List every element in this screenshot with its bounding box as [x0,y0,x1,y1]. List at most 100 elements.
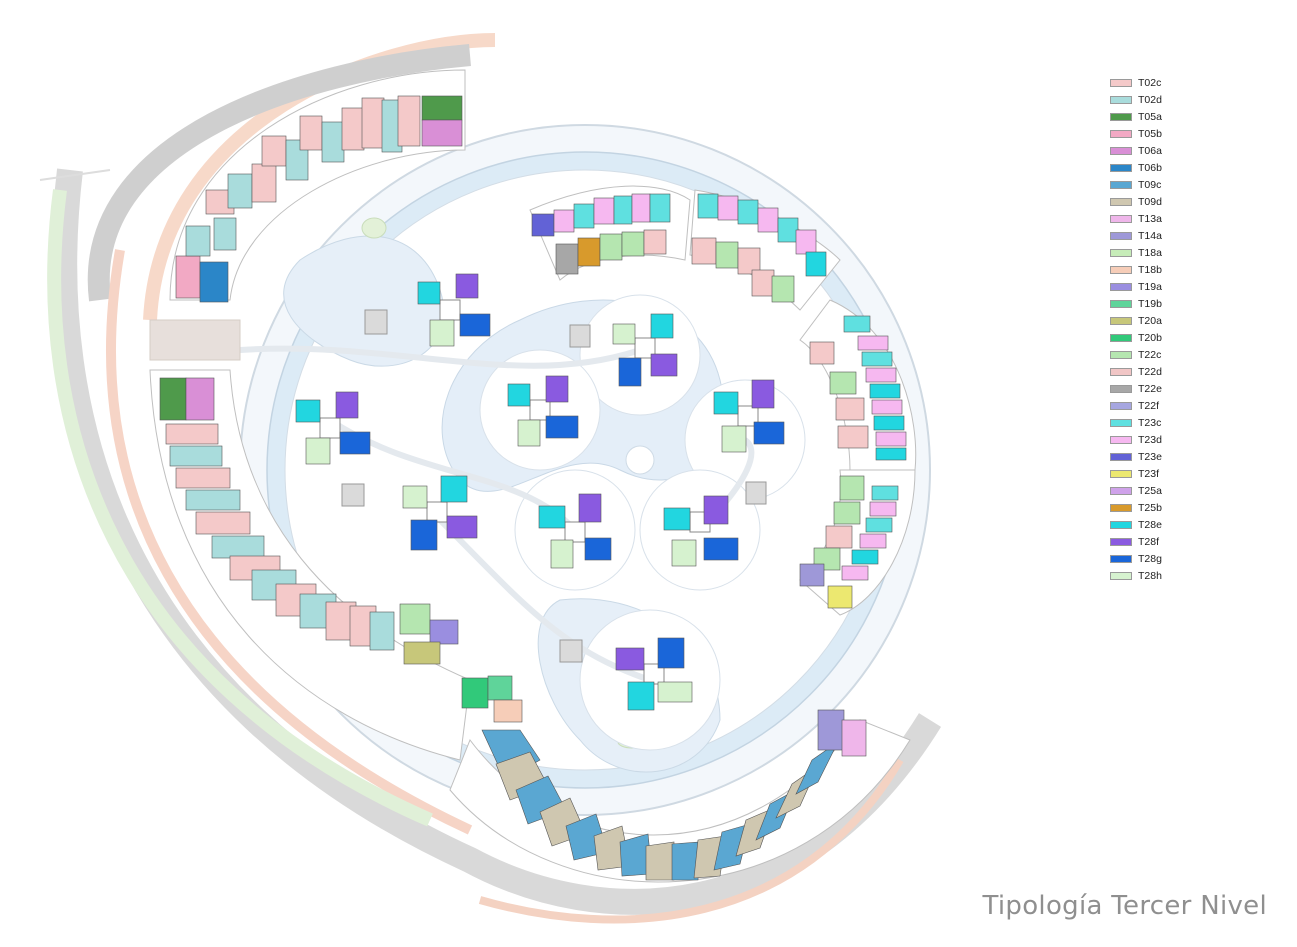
legend-item: T19b [1110,295,1230,312]
legend-swatch [1110,282,1132,291]
legend-item: T28g [1110,550,1230,567]
legend-swatch [1110,214,1132,223]
legend-item: T06a [1110,142,1230,159]
legend-label: T14a [1138,229,1162,242]
legend-label: T25a [1138,484,1162,497]
legend-label: T19b [1138,297,1162,310]
legend-swatch [1110,265,1132,274]
legend-label: T28f [1138,535,1160,548]
legend-item: T22e [1110,380,1230,397]
legend-item: T05b [1110,125,1230,142]
legend-label: T06a [1138,144,1162,157]
legend-label: T22f [1138,399,1160,412]
legend-label: T13a [1138,212,1162,225]
plan-title: Tipología Tercer Nivel [982,891,1267,921]
unit-ring-s [449,709,911,883]
legend-item: T20b [1110,329,1230,346]
legend-label: T22e [1138,382,1162,395]
legend-label: T05a [1138,110,1162,123]
legend-swatch [1110,503,1132,512]
legend-swatch [1110,486,1132,495]
legend-item: T18a [1110,244,1230,261]
legend-item: T14a [1110,227,1230,244]
legend-label: T28g [1138,552,1162,565]
legend-swatch [1110,418,1132,427]
legend-item: T02c [1110,74,1230,91]
legend-swatch [1110,469,1132,478]
legend-label: T25b [1138,501,1162,514]
legend-item: T23e [1110,448,1230,465]
legend-item: T09d [1110,193,1230,210]
unit-ring-sw [149,369,523,761]
service-blocks [341,309,767,663]
legend-swatch [1110,384,1132,393]
legend-label: T09c [1138,178,1162,191]
legend-swatch [1110,95,1132,104]
legend-item: T28f [1110,533,1230,550]
legend-item: T19a [1110,278,1230,295]
legend-swatch [1110,299,1132,308]
legend-swatch [1110,146,1132,155]
legend-label: T22d [1138,365,1162,378]
legend-swatch [1110,571,1132,580]
legend-item: T22c [1110,346,1230,363]
legend-swatch [1110,316,1132,325]
legend-item: T28h [1110,567,1230,584]
unit-ring-se [799,469,916,616]
legend-item: T06b [1110,159,1230,176]
legend-item: T25b [1110,499,1230,516]
legend-swatch [1110,401,1132,410]
legend-swatch [1110,537,1132,546]
legend-label: T18a [1138,246,1162,259]
legend-label: T02d [1138,93,1162,106]
legend-label: T20a [1138,314,1162,327]
legend-item: T05a [1110,108,1230,125]
legend-item: T02d [1110,91,1230,108]
legend-label: T19a [1138,280,1162,293]
legend-swatch [1110,78,1132,87]
legend-label: T05b [1138,127,1162,140]
legend-item: T28e [1110,516,1230,533]
legend: T02c T02d T05a T05b T06a T06b T09c T09d T13a T14a… [1110,74,1230,584]
unit-ring-nw [169,69,466,303]
legend-item: T25a [1110,482,1230,499]
legend-label: T09d [1138,195,1162,208]
legend-label: T28h [1138,569,1162,582]
legend-swatch [1110,180,1132,189]
legend-item: T13a [1110,210,1230,227]
legend-item: T23f [1110,465,1230,482]
legend-item: T22f [1110,397,1230,414]
legend-swatch [1110,112,1132,121]
legend-item: T09c [1110,176,1230,193]
legend-label: T23e [1138,450,1162,463]
legend-label: T23c [1138,416,1162,429]
outer-bands [39,33,942,924]
legend-swatch [1110,554,1132,563]
unit-ring-e [799,299,917,471]
legend-item: T18b [1110,261,1230,278]
legend-label: T22c [1138,348,1162,361]
legend-label: T06b [1138,161,1162,174]
legend-swatch [1110,163,1132,172]
legend-swatch [1110,333,1132,342]
legend-swatch [1110,197,1132,206]
legend-swatch [1110,367,1132,376]
legend-swatch [1110,248,1132,257]
legend-swatch [1110,350,1132,359]
legend-label: T02c [1138,76,1162,89]
legend-item: T23d [1110,431,1230,448]
legend-label: T20b [1138,331,1162,344]
legend-item: T22d [1110,363,1230,380]
legend-label: T23f [1138,467,1160,480]
legend-label: T28e [1138,518,1162,531]
legend-label: T23d [1138,433,1162,446]
legend-item: T23c [1110,414,1230,431]
legend-swatch [1110,231,1132,240]
legend-swatch [1110,129,1132,138]
legend-swatch [1110,435,1132,444]
legend-item: T20a [1110,312,1230,329]
legend-swatch [1110,452,1132,461]
legend-swatch [1110,520,1132,529]
pinwheel-clusters [295,273,785,711]
